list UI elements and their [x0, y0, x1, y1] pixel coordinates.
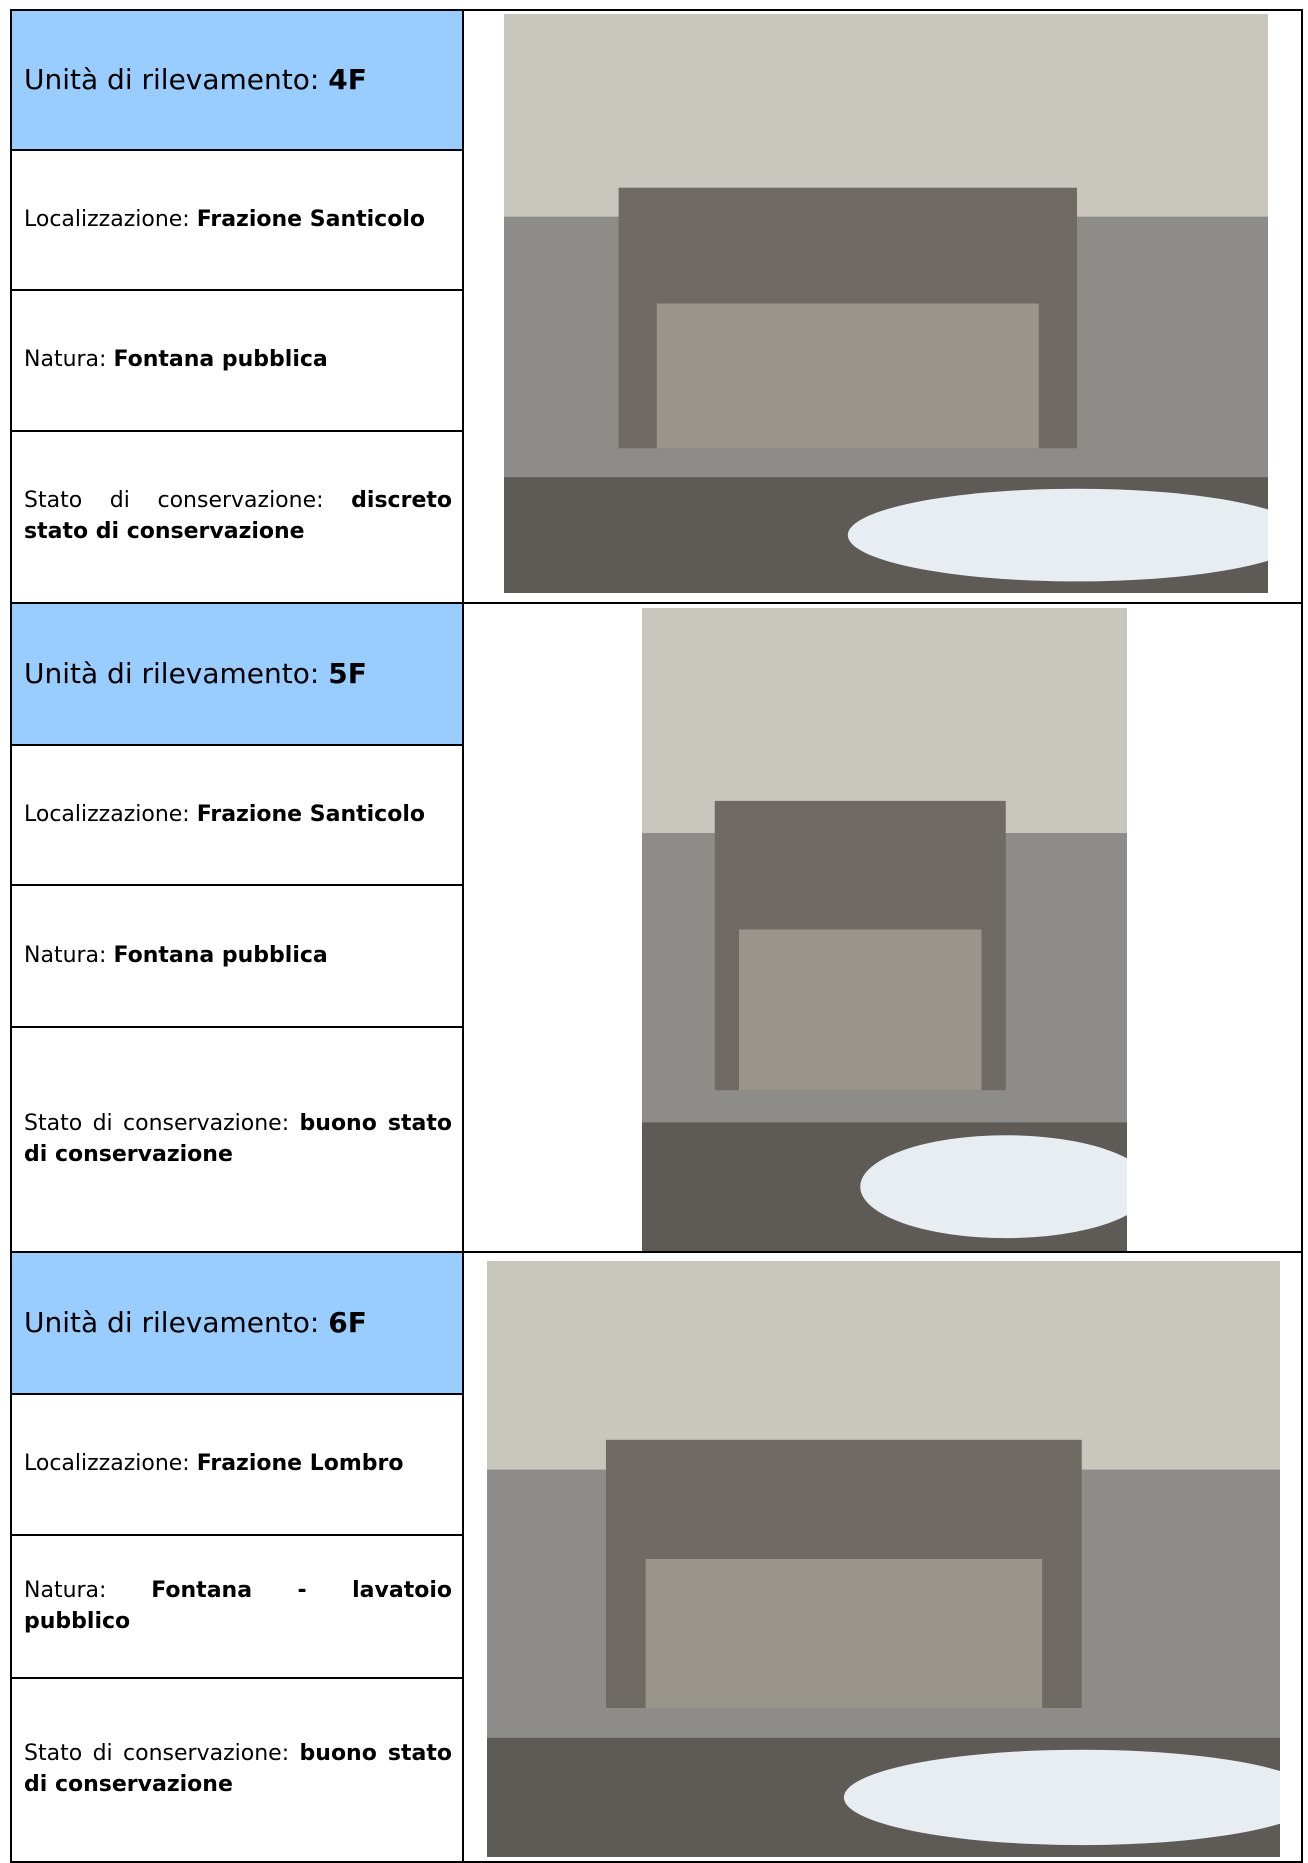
field-text: Stato di conservazione: buono stato di c…: [24, 1109, 452, 1171]
field-label: Stato di conservazione:: [24, 1110, 290, 1136]
photo-cell: [462, 1251, 1303, 1863]
unit-cell: Unità di rilevamento: 5F: [10, 602, 464, 746]
field-value: Fontana - lavatoio pubblico: [24, 1577, 452, 1634]
field-value: 6F: [328, 1306, 367, 1340]
field-value: buono stato di conservazione: [24, 1110, 452, 1167]
field-label: Unità di rilevamento:: [24, 63, 320, 97]
field-value: Frazione Santicolo: [196, 206, 425, 232]
field-text: Localizzazione: Frazione Santicolo: [24, 800, 452, 831]
field-value: Frazione Santicolo: [196, 801, 425, 827]
field-value: Fontana pubblica: [113, 347, 328, 373]
photo: [642, 608, 1127, 1251]
field-text: Unità di rilevamento: 6F: [24, 1303, 452, 1342]
field-value: Fontana pubblica: [113, 942, 328, 968]
field-text: Natura: Fontana pubblica: [24, 345, 452, 376]
photo: [504, 14, 1268, 593]
field-text: Natura: Fontana pubblica: [24, 941, 452, 972]
field-value: 5F: [328, 657, 367, 691]
unit-cell: Unità di rilevamento: 4F: [10, 9, 464, 151]
field-text: Unità di rilevamento: 5F: [24, 654, 452, 693]
unit-cell: Unità di rilevamento: 6F: [10, 1251, 464, 1395]
field-value: buono stato di conservazione: [24, 1741, 452, 1797]
photo: [487, 1261, 1280, 1857]
field-text: Localizzazione: Frazione Santicolo: [24, 205, 452, 236]
field-text: Localizzazione: Frazione Lombro: [24, 1449, 452, 1480]
condition-cell: Stato di conservazione: buono stato di c…: [10, 1026, 464, 1253]
field-label: Natura:: [24, 942, 107, 968]
field-label: Stato di conservazione:: [24, 488, 324, 514]
field-text: Unità di rilevamento: 4F: [24, 60, 452, 99]
field-text: Natura: Fontana - lavatoio pubblico: [24, 1576, 452, 1638]
condition-cell: Stato di conservazione: buono stato di c…: [10, 1677, 464, 1863]
field-value: discreto stato di conservazione: [24, 488, 452, 544]
field-text: Stato di conservazione: buono stato di c…: [24, 1739, 452, 1801]
nature-cell: Natura: Fontana - lavatoio pubblico: [10, 1534, 464, 1679]
nature-cell: Natura: Fontana pubblica: [10, 884, 464, 1028]
nature-cell: Natura: Fontana pubblica: [10, 289, 464, 432]
field-label: Stato di conservazione:: [24, 1741, 290, 1767]
location-cell: Localizzazione: Frazione Lombro: [10, 1393, 464, 1536]
field-label: Natura:: [24, 1577, 107, 1603]
field-value: Frazione Lombro: [196, 1451, 404, 1477]
field-label: Localizzazione:: [24, 1451, 190, 1477]
field-text: Stato di conservazione: discreto stato d…: [24, 486, 452, 548]
field-label: Unità di rilevamento:: [24, 657, 320, 691]
field-label: Localizzazione:: [24, 206, 190, 232]
field-value: 4F: [328, 63, 367, 97]
location-cell: Localizzazione: Frazione Santicolo: [10, 744, 464, 886]
field-label: Localizzazione:: [24, 801, 190, 827]
field-label: Unità di rilevamento:: [24, 1306, 320, 1340]
field-label: Natura:: [24, 347, 107, 373]
condition-cell: Stato di conservazione: discreto stato d…: [10, 430, 464, 604]
location-cell: Localizzazione: Frazione Santicolo: [10, 149, 464, 291]
